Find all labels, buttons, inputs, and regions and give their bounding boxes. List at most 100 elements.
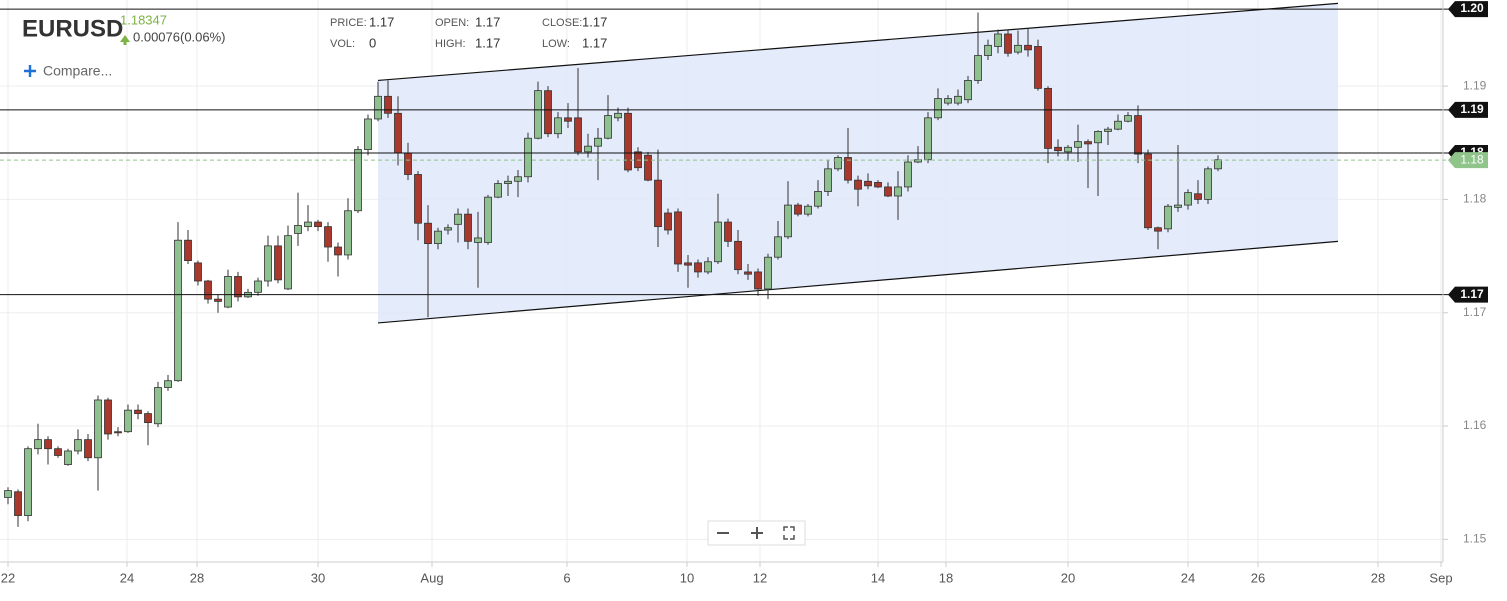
candle-body — [624, 112, 632, 171]
candle-body — [134, 409, 142, 414]
candle-body — [1094, 131, 1102, 144]
candle-body — [1164, 205, 1172, 230]
candle-body — [494, 183, 502, 198]
candle-body — [1214, 159, 1222, 170]
price: 1.18347 — [120, 12, 167, 27]
compare-button[interactable]: Compare... — [24, 63, 112, 79]
candle-body — [954, 95, 962, 104]
candle-body — [704, 261, 712, 273]
candle-body — [884, 186, 892, 197]
candle-body — [454, 213, 462, 225]
candle-body — [814, 191, 822, 207]
candle-body — [4, 490, 12, 498]
y-tick-label: 1.15 — [1463, 532, 1487, 546]
stat-label: HIGH: — [435, 38, 466, 50]
candle-body — [124, 409, 132, 433]
candle-body — [714, 221, 722, 263]
candle-body — [1064, 146, 1072, 153]
stat-label: VOL: — [330, 38, 355, 50]
candle-body — [1054, 146, 1062, 152]
stat-label: CLOSE: — [542, 17, 582, 29]
candle-body — [44, 439, 52, 450]
candle-body — [34, 439, 42, 450]
x-tick-label: 30 — [311, 570, 325, 585]
candle-body — [924, 117, 932, 161]
candle-body — [574, 117, 582, 153]
candle-body — [94, 399, 102, 459]
candle-body — [274, 245, 282, 281]
candle-body — [14, 491, 22, 516]
level-tag — [1448, 286, 1488, 303]
stat-value: 1.17 — [369, 14, 394, 29]
candle-body — [74, 439, 82, 452]
candle-body — [774, 236, 782, 258]
candle-body — [334, 246, 342, 256]
fullscreen[interactable] — [783, 526, 795, 540]
candle-body — [294, 225, 302, 234]
zoom-in[interactable] — [751, 527, 763, 539]
candle-body — [1114, 120, 1122, 130]
candle-body — [874, 182, 882, 188]
candle-body — [464, 213, 472, 242]
candle-body — [944, 98, 952, 104]
last-price-tag — [1448, 152, 1488, 169]
candle-body — [674, 211, 682, 265]
candle-body — [794, 204, 802, 215]
x-tick-label: Aug — [420, 570, 443, 585]
candle-body — [1034, 46, 1042, 89]
channel-upper — [377, 2, 1339, 82]
candle-body — [824, 168, 832, 192]
plot-area — [0, 0, 1450, 567]
candle-body — [694, 262, 702, 273]
stat-value: 0 — [369, 35, 376, 50]
candle-body — [744, 271, 752, 275]
candle-body — [804, 205, 812, 215]
candle-body — [994, 33, 1002, 47]
candle-body — [964, 80, 972, 101]
candle-body — [664, 212, 672, 231]
candle-body — [284, 235, 292, 290]
up-arrow — [120, 35, 130, 45]
candle-body — [414, 174, 422, 224]
candle-body — [254, 280, 262, 293]
candle-body — [894, 186, 902, 197]
candle-body — [1154, 227, 1162, 232]
plus-icon — [24, 65, 36, 77]
candle-body — [224, 276, 232, 308]
y-tick-label: 1.16 — [1463, 418, 1487, 432]
candle-body — [404, 152, 412, 175]
symbol: EURUSD — [22, 15, 123, 42]
stat-value: 1.17 — [475, 35, 500, 50]
candle-body — [1184, 192, 1192, 206]
candle-body — [304, 221, 312, 228]
candle-body — [564, 117, 572, 122]
candle-body — [584, 145, 592, 153]
candle-body — [1044, 87, 1052, 149]
candle-body — [194, 262, 202, 282]
candle-body — [84, 439, 92, 459]
x-tick-label: Sep — [1429, 570, 1452, 585]
candle-body — [784, 204, 792, 238]
candle-body — [1024, 44, 1032, 51]
stat-value: 1.17 — [582, 35, 607, 50]
candle-body — [614, 112, 622, 119]
candle-body — [594, 137, 602, 147]
x-tick-label: 20 — [1061, 570, 1075, 585]
x-tick-label: 10 — [680, 570, 694, 585]
candle-body — [1084, 141, 1092, 145]
compare-label[interactable]: Compare... — [43, 63, 112, 79]
candle-body — [684, 262, 692, 266]
candle-body — [544, 90, 552, 135]
candle-body — [1174, 204, 1182, 208]
candle-body — [444, 227, 452, 231]
candle-body — [854, 179, 862, 190]
candle-body — [1194, 193, 1202, 200]
candle-body — [344, 210, 352, 256]
channel-area — [378, 3, 1338, 323]
x-tick-label: 18 — [939, 570, 953, 585]
candle-body — [534, 90, 542, 139]
candle-body — [364, 118, 372, 150]
candle-body — [764, 256, 772, 290]
x-tick-label: 12 — [753, 570, 767, 585]
